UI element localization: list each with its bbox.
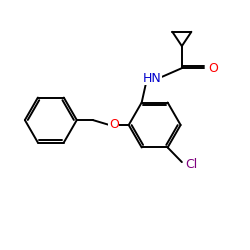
Text: Cl: Cl [186, 158, 198, 171]
Text: O: O [208, 62, 218, 75]
Text: O: O [109, 118, 119, 132]
Text: HN: HN [143, 72, 162, 85]
